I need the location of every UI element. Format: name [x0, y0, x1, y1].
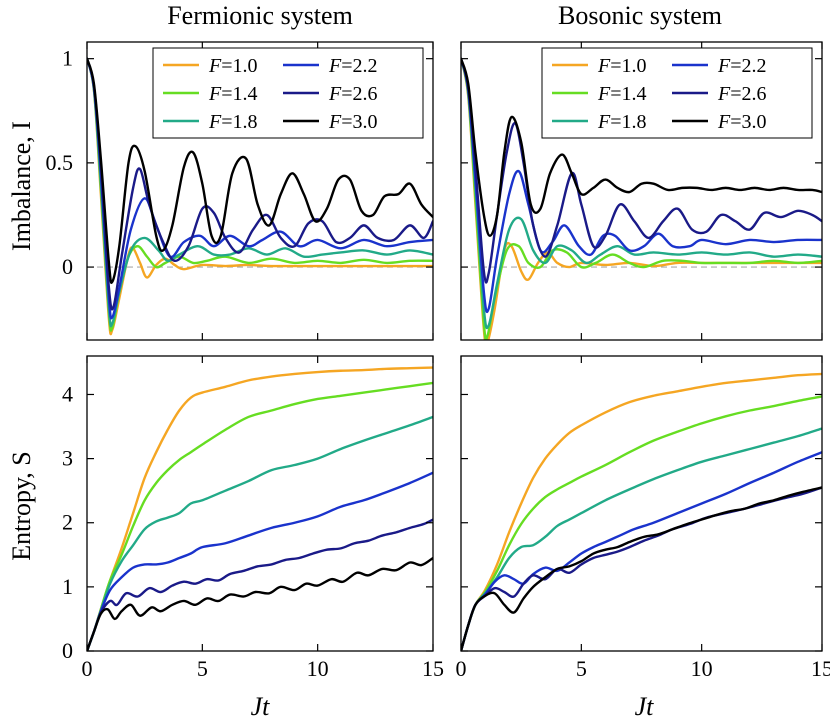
- series-line-f-1-4: [87, 381, 433, 651]
- y-tick-label: 0: [62, 638, 73, 663]
- title-fermionic: Fermionic system: [167, 1, 353, 30]
- plot-frame: [460, 355, 823, 652]
- xlabel-left: Jt: [251, 692, 271, 721]
- series-line-f-1-8: [461, 57, 822, 330]
- panel-bose_imbalance: F=1.0 F=1.4 F=1.8 F=2.2 F=2.6 F=3.0: [460, 41, 823, 341]
- series-group: [87, 57, 433, 336]
- series-line-f-1-8: [87, 415, 433, 651]
- series-group: [461, 57, 822, 340]
- series-line-f-1-0: [461, 372, 822, 651]
- y-tick-label: 4: [62, 381, 73, 406]
- series-line-f-1-8: [461, 427, 822, 651]
- series-group: [87, 366, 433, 651]
- legend-label: F=1.8: [208, 111, 258, 133]
- plot-frame: [460, 41, 823, 341]
- series-line-f-1-4: [461, 57, 822, 340]
- series-line-f-3-0: [87, 57, 433, 284]
- x-tick-label: 10: [691, 656, 713, 681]
- y-tick-label: 1: [62, 574, 73, 599]
- legend-label: F=1.0: [597, 55, 647, 77]
- panel-bose_entropy: 0 5 10 15: [456, 355, 830, 681]
- series-line-f-2-6: [87, 57, 433, 311]
- x-tick-label: 5: [576, 656, 587, 681]
- legend-label: F=1.4: [597, 83, 647, 105]
- xlabel-right: Jt: [635, 692, 655, 721]
- legend-label: F=3.0: [328, 111, 378, 133]
- y-tick-label: 1: [62, 46, 73, 71]
- y-tick-label: 2: [62, 510, 73, 535]
- x-tick-label: 15: [422, 656, 444, 681]
- x-tick-label: 5: [197, 656, 208, 681]
- series-group: [461, 372, 822, 651]
- series-line-f-2-2: [461, 57, 822, 313]
- series-line-f-2-6: [461, 486, 822, 651]
- legend-label: F=2.2: [328, 55, 378, 77]
- legend-label: F=1.8: [597, 111, 647, 133]
- series-line-f-3-0: [461, 486, 822, 651]
- series-line-f-2-2: [87, 57, 433, 320]
- legend-label: F=2.6: [717, 83, 767, 105]
- series-line-f-3-0: [461, 57, 822, 237]
- plot-frame: [86, 41, 434, 341]
- legend-label: F=1.4: [208, 83, 258, 105]
- legend-label: F=2.2: [717, 55, 767, 77]
- panel-fermi_imbalance: 0 0.5 1 F=1.0 F=1.4 F=1.8 F=2.2 F=2.6 F=3.0: [46, 41, 434, 341]
- series-line-f-1-4: [461, 395, 822, 651]
- legend: F=1.0 F=1.4 F=1.8 F=2.2 F=2.6 F=3.0: [541, 47, 813, 139]
- title-bosonic: Bosonic system: [558, 1, 722, 30]
- plot-frame: [86, 355, 434, 652]
- series-line-f-1-8: [87, 57, 433, 328]
- x-tick-label: 10: [307, 656, 329, 681]
- y-tick-label: 0.5: [46, 150, 74, 175]
- panels: 00.51 F=1.0F=1.4F=1.8F=2.2F=2.6F=3.0F=1.0…: [46, 41, 830, 681]
- x-tick-label: 15: [811, 656, 830, 681]
- legend-label: F=3.0: [717, 111, 767, 133]
- y-tick-label: 0: [62, 254, 73, 279]
- legend-label: F=1.0: [208, 55, 258, 77]
- x-tick-label: 0: [82, 656, 93, 681]
- series-line-f-2-2: [461, 451, 822, 651]
- ylabel-entropy: Entropy, S: [7, 451, 36, 561]
- series-line-f-2-6: [461, 57, 822, 284]
- series-line-f-2-2: [87, 471, 433, 651]
- y-tick-label: 3: [62, 446, 73, 471]
- ylabel-imbalance: Imbalance, I: [7, 121, 36, 251]
- x-tick-label: 0: [456, 656, 467, 681]
- series-line-f-2-6: [87, 518, 433, 651]
- series-line-f-1-0: [87, 366, 433, 651]
- series-line-f-3-0: [87, 556, 433, 651]
- legend: F=1.0 F=1.4 F=1.8 F=2.2 F=2.6 F=3.0: [152, 47, 424, 139]
- panel-fermi_entropy: 0 5 10 15 0 1 2 3 4: [62, 355, 444, 681]
- legend-label: F=2.6: [328, 83, 378, 105]
